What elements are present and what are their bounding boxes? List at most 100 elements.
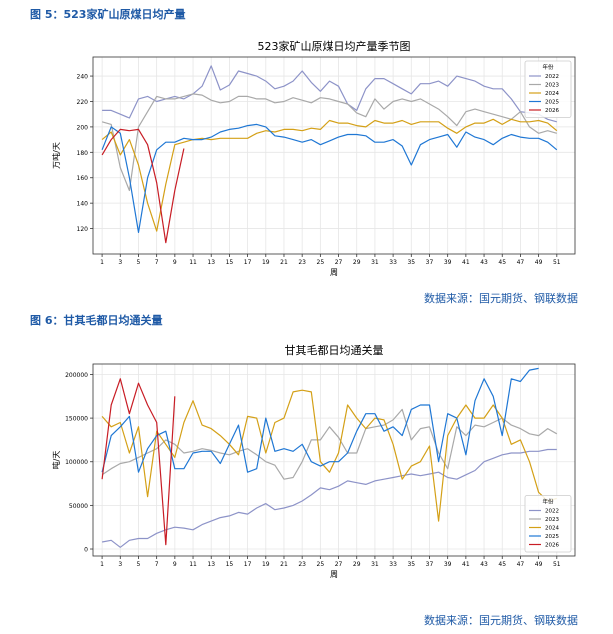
series-line-2023: [101, 93, 557, 192]
y-tick-label: 0: [84, 547, 88, 554]
x-tick-label: 37: [426, 561, 434, 568]
y-tick-label: 160: [77, 175, 89, 182]
legend-title: 年份: [542, 63, 554, 71]
x-tick-label: 39: [444, 259, 452, 266]
legend: 年份 2022 2023 2024 2025 2026: [524, 495, 572, 553]
legend-label-2022: 2022: [545, 74, 559, 80]
x-tick-label: 41: [462, 561, 470, 568]
x-tick-label: 41: [462, 259, 470, 266]
x-tick-label: 37: [426, 259, 434, 266]
x-tick-label: 49: [535, 259, 543, 266]
y-axis-label: 万吨/天: [51, 142, 61, 169]
x-tick-label: 31: [371, 561, 379, 568]
x-tick-label: 25: [317, 259, 325, 266]
x-tick-label: 3: [118, 561, 122, 568]
x-tick-label: 15: [226, 561, 234, 568]
legend-label-2025: 2025: [545, 100, 559, 106]
legend-label-2024: 2024: [545, 526, 559, 532]
plot-frame: [92, 363, 576, 557]
y-tick-label: 100000: [65, 459, 88, 466]
series-line-2026: [101, 128, 185, 244]
y-axis-label: 吨/天: [51, 451, 61, 470]
y-tick-label: 240: [77, 74, 89, 81]
legend: 年份 2022 2023 2024 2025 2026: [524, 60, 572, 118]
legend-label-2023: 2023: [545, 517, 559, 523]
y-tick-label: 220: [77, 99, 89, 106]
y-tick-label: 200000: [65, 372, 88, 379]
figure-5-caption: 图 5：523家矿山原煤日均产量: [30, 8, 186, 21]
legend-label-2024: 2024: [545, 91, 559, 97]
y-tick-label: 140: [77, 201, 89, 208]
plot-frame: [92, 56, 576, 255]
x-tick-label: 5: [137, 259, 141, 266]
x-tick-label: 11: [189, 259, 197, 266]
x-tick-label: 23: [298, 259, 306, 266]
x-tick-label: 43: [480, 259, 488, 266]
x-tick-label: 19: [262, 259, 270, 266]
x-tick-label: 19: [262, 561, 270, 568]
x-axis-label: 周: [330, 570, 338, 579]
legend-box: [524, 60, 572, 118]
x-tick-label: 33: [389, 259, 397, 266]
x-tick-label: 35: [407, 259, 415, 266]
figure-6-source: 数据来源：国元期货、钢联数据: [424, 614, 578, 627]
series-line-2022: [101, 448, 557, 548]
x-tick-label: 35: [407, 561, 415, 568]
y-tick-label: 150000: [65, 416, 88, 423]
legend-label-2026: 2026: [545, 543, 559, 549]
x-tick-label: 47: [517, 561, 525, 568]
chart-title: 523家矿山原煤日均产量季节图: [258, 39, 411, 53]
x-tick-label: 51: [553, 259, 561, 266]
y-tick-label: 180: [77, 150, 89, 157]
x-tick-label: 39: [444, 561, 452, 568]
legend-title: 年份: [542, 498, 554, 506]
series-line-2024: [101, 389, 557, 522]
x-tick-label: 17: [244, 259, 252, 266]
x-tick-label: 1: [100, 561, 104, 568]
y-tick-label: 50000: [69, 503, 88, 510]
x-tick-label: 15: [226, 259, 234, 266]
x-tick-label: 7: [155, 259, 159, 266]
x-tick-label: 13: [207, 259, 215, 266]
figure-6-caption: 图 6：甘其毛都日均通关量: [30, 314, 163, 327]
x-tick-label: 33: [389, 561, 397, 568]
x-tick-label: 51: [553, 561, 561, 568]
x-tick-label: 29: [353, 561, 361, 568]
legend-label-2025: 2025: [545, 534, 559, 540]
x-tick-label: 23: [298, 561, 306, 568]
legend-label-2022: 2022: [545, 509, 559, 515]
x-tick-label: 1: [100, 259, 104, 266]
series-line-2024: [101, 118, 558, 232]
x-tick-label: 27: [335, 259, 343, 266]
x-tick-label: 21: [280, 561, 288, 568]
x-tick-label: 9: [173, 259, 177, 266]
x-tick-label: 45: [498, 259, 506, 266]
x-tick-label: 25: [317, 561, 325, 568]
x-tick-label: 45: [498, 561, 506, 568]
x-tick-label: 43: [480, 561, 488, 568]
y-tick-label: 120: [77, 226, 89, 233]
x-tick-label: 29: [353, 259, 361, 266]
x-tick-label: 11: [189, 561, 197, 568]
x-tick-label: 21: [280, 259, 288, 266]
x-tick-label: 47: [517, 259, 525, 266]
x-tick-label: 27: [335, 561, 343, 568]
x-tick-label: 3: [118, 259, 122, 266]
series-line-2022: [102, 65, 557, 123]
chart-title: 甘其毛都日均通关量: [285, 343, 384, 357]
y-tick-label: 200: [77, 124, 89, 131]
series-line-2025: [101, 367, 539, 473]
x-tick-label: 5: [137, 561, 141, 568]
legend-label-2026: 2026: [545, 108, 559, 114]
x-tick-label: 7: [155, 561, 159, 568]
x-tick-label: 17: [244, 561, 252, 568]
series-line-2025: [101, 123, 558, 233]
legend-box: [524, 495, 572, 553]
series-line-2026: [101, 378, 176, 546]
x-axis-label: 周: [330, 268, 338, 277]
x-tick-label: 31: [371, 259, 379, 266]
x-tick-label: 9: [173, 561, 177, 568]
figure-5-source: 数据来源：国元期货、钢联数据: [424, 292, 578, 305]
